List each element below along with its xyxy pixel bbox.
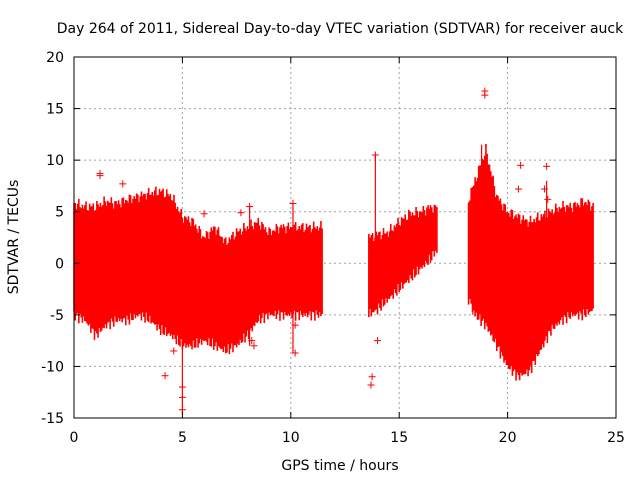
outlier-points xyxy=(96,87,552,414)
outlier-marker xyxy=(514,185,522,193)
outlier-marker xyxy=(178,383,186,391)
x-tick-label: 20 xyxy=(499,430,517,446)
outlier-marker xyxy=(200,210,208,218)
y-tick-label: -15 xyxy=(41,411,64,427)
outlier-marker xyxy=(291,349,299,357)
outlier-marker xyxy=(170,347,178,355)
x-axis-label: GPS time / hours xyxy=(281,458,398,474)
outlier-marker xyxy=(371,151,379,159)
outlier-marker xyxy=(480,174,488,182)
outlier-marker xyxy=(291,321,299,329)
x-tick-label: 10 xyxy=(282,430,300,446)
outlier-marker xyxy=(543,162,551,170)
y-tick-label: 0 xyxy=(55,256,64,272)
outlier-marker xyxy=(246,203,254,211)
y-tick-label: 20 xyxy=(46,50,64,66)
outlier-marker xyxy=(367,381,375,389)
y-tick-label: -10 xyxy=(41,359,64,375)
outlier-marker xyxy=(96,172,104,180)
outlier-marker xyxy=(289,199,297,207)
x-tick-label: 5 xyxy=(178,430,187,446)
outlier-marker xyxy=(540,185,548,193)
x-tick-label: 0 xyxy=(70,430,79,446)
outlier-marker xyxy=(517,161,525,169)
y-tick-label: -5 xyxy=(50,308,64,324)
y-tick-label: 15 xyxy=(46,102,64,118)
chart-title: Day 264 of 2011, Sidereal Day-to-day VTE… xyxy=(57,21,624,37)
outlier-marker xyxy=(544,195,552,203)
outlier-marker xyxy=(481,91,489,99)
y-tick-label: 10 xyxy=(46,153,64,169)
x-tick-label: 25 xyxy=(607,430,625,446)
x-tick-label: 15 xyxy=(390,430,408,446)
outlier-marker xyxy=(368,373,376,381)
plot-frame xyxy=(73,56,617,419)
y-axis-label: SDTVAR / TECUs xyxy=(6,180,22,295)
outlier-marker xyxy=(237,209,245,217)
spike-bars xyxy=(181,144,548,413)
outlier-marker xyxy=(161,372,169,380)
y-tick-label: 5 xyxy=(55,205,64,221)
outlier-marker xyxy=(248,337,256,345)
outlier-marker xyxy=(374,337,382,345)
outlier-marker xyxy=(250,342,258,350)
data-bars xyxy=(73,144,594,381)
outlier-marker xyxy=(119,180,127,188)
x-axis-ticks: 0 5 10 15 20 25 xyxy=(70,57,625,446)
outlier-marker xyxy=(178,393,186,401)
y-axis-ticks: -15 -10 -5 0 5 10 15 20 xyxy=(41,50,616,427)
